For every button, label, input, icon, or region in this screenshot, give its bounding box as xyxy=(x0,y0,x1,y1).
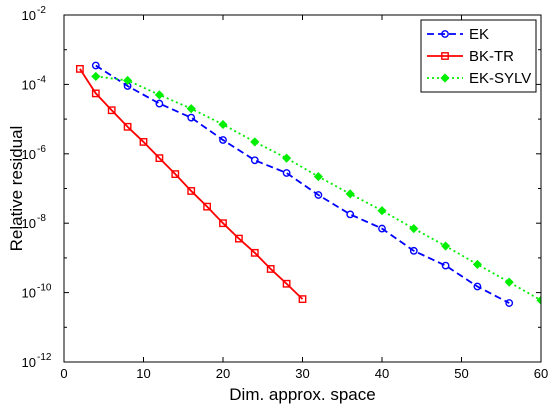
series-ek-sylv xyxy=(91,71,541,305)
data-point xyxy=(313,172,323,182)
data-point xyxy=(154,90,164,100)
data-point xyxy=(441,52,449,60)
data-point xyxy=(91,89,100,98)
data-point xyxy=(282,153,292,163)
data-point xyxy=(345,189,355,199)
x-tick-label: 10 xyxy=(136,366,150,381)
y-tick-label-exponent: -8 xyxy=(37,213,46,224)
y-tick-label-exponent: -10 xyxy=(37,283,52,294)
data-point xyxy=(250,156,259,165)
x-tick-label: 0 xyxy=(60,366,67,381)
data-point xyxy=(282,279,291,288)
data-point xyxy=(473,282,482,291)
data-point xyxy=(187,187,196,195)
legend-item: EK xyxy=(427,26,489,43)
y-tick-label: 10 xyxy=(22,147,36,162)
data-point xyxy=(378,224,386,233)
data-point xyxy=(250,137,260,147)
data-point xyxy=(219,219,227,228)
data-point xyxy=(472,259,482,269)
data-point xyxy=(187,113,196,122)
data-point xyxy=(218,119,228,130)
data-point xyxy=(409,224,419,234)
data-point xyxy=(282,169,291,177)
data-point xyxy=(441,30,449,38)
data-point xyxy=(123,75,133,86)
data-point xyxy=(266,265,275,273)
data-point xyxy=(91,61,100,70)
y-tick-label-exponent: -4 xyxy=(37,74,46,85)
data-point xyxy=(155,99,164,108)
data-point xyxy=(409,246,418,255)
y-tick-label: 10 xyxy=(22,8,36,23)
data-point xyxy=(377,206,387,216)
data-point xyxy=(441,241,451,251)
y-tick-label-exponent: -12 xyxy=(37,352,52,363)
legend-item: BK-TR xyxy=(427,48,514,65)
data-point xyxy=(203,202,211,211)
data-point xyxy=(536,295,541,305)
x-tick-label: 30 xyxy=(295,366,309,381)
data-point xyxy=(441,261,450,270)
data-point xyxy=(123,122,132,131)
data-point xyxy=(186,104,196,114)
data-point xyxy=(440,73,450,83)
data-point xyxy=(219,136,227,144)
plot-frame xyxy=(63,14,542,363)
y-tick-label: 10 xyxy=(22,286,36,301)
series-line xyxy=(95,64,510,304)
y-tick-label-exponent: -6 xyxy=(37,144,46,155)
data-point xyxy=(91,71,101,81)
x-tick-label: 20 xyxy=(216,366,230,381)
legend-item: EK-SYLV xyxy=(427,70,531,87)
data-point xyxy=(171,170,180,179)
legend-label: EK-SYLV xyxy=(469,70,531,87)
x-tick-label: 50 xyxy=(454,366,468,381)
data-point xyxy=(504,277,514,287)
series-bk-tr xyxy=(75,64,307,303)
series-line xyxy=(79,68,304,300)
series-layer xyxy=(75,61,541,307)
data-point xyxy=(346,210,355,219)
legend: EK BK-TR EK-SYLV xyxy=(420,19,537,93)
x-axis-label: Dim. approx. space xyxy=(229,385,375,404)
y-tick-label: 10 xyxy=(22,77,36,92)
x-tick-label: 60 xyxy=(534,366,548,381)
data-point xyxy=(298,295,307,303)
legend-label: BK-TR xyxy=(469,48,514,65)
y-tick-label: 10 xyxy=(22,216,36,231)
data-point xyxy=(155,154,164,163)
y-tick-label: 10 xyxy=(22,355,36,370)
data-point xyxy=(314,191,323,199)
data-point xyxy=(234,234,243,243)
data-point xyxy=(505,299,514,307)
y-tick-label-exponent: -2 xyxy=(37,5,46,16)
data-point xyxy=(250,248,259,257)
x-tick-label: 40 xyxy=(375,366,389,381)
data-point xyxy=(75,64,84,73)
y-axis-label: Relative residual xyxy=(7,126,26,252)
legend-label: EK xyxy=(469,26,489,43)
data-point xyxy=(107,106,116,115)
data-point xyxy=(139,138,148,146)
